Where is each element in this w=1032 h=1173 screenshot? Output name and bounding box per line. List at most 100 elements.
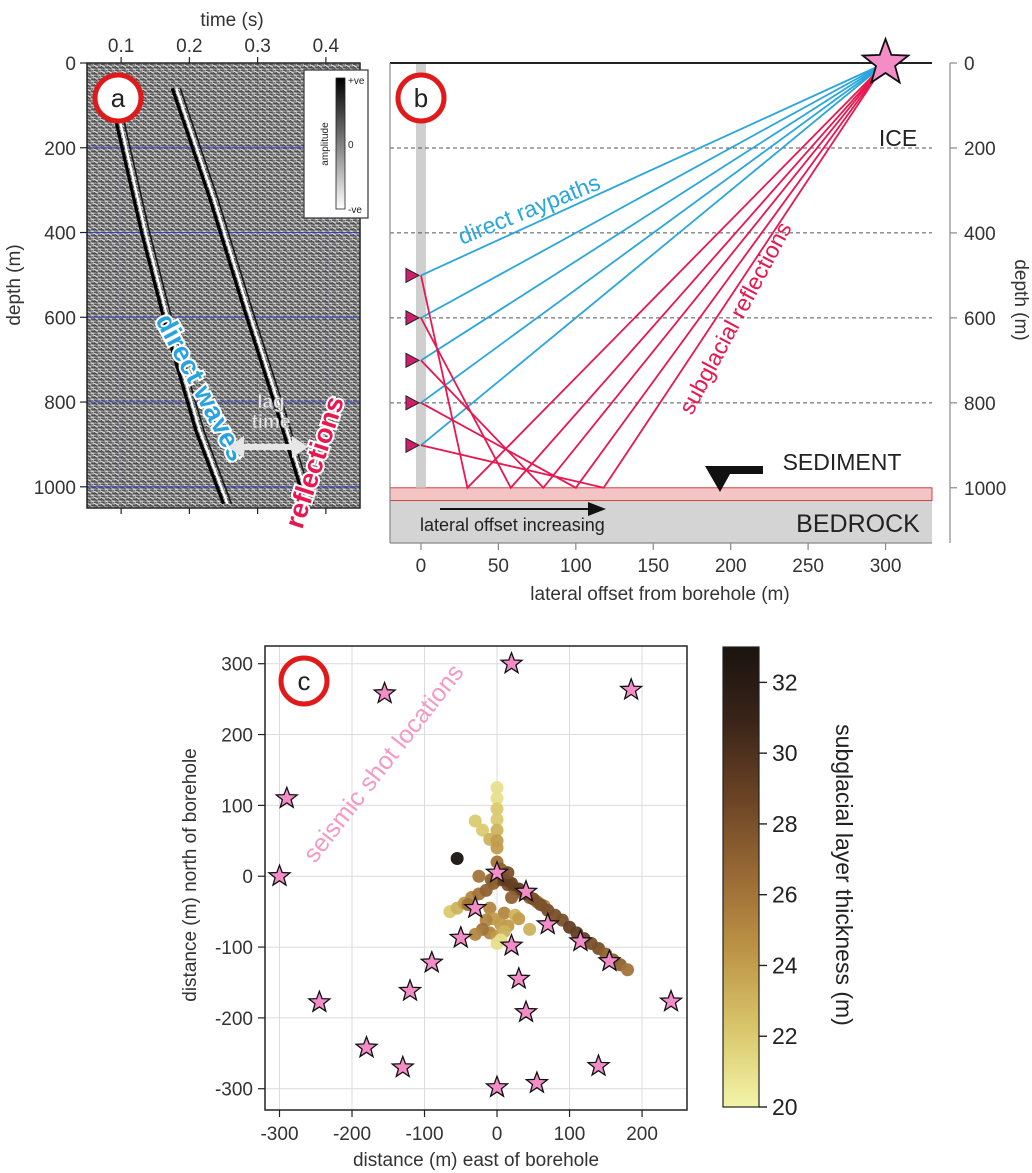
svg-text:lag: lag: [257, 392, 284, 413]
x-tick-label: 250: [792, 556, 824, 577]
y-tick-label: 1000: [34, 478, 76, 499]
direct-wave-arrival-trail: [121, 113, 233, 505]
thickness-point: [621, 963, 635, 977]
shot-star-icon: [499, 650, 524, 675]
thickness-point: [490, 802, 504, 816]
reflected-raypath: [420, 62, 887, 489]
panel-a-xlabel: time (s): [200, 10, 263, 31]
x-tick-label: 100: [554, 1124, 586, 1145]
bedrock-label: BEDROCK: [796, 510, 920, 538]
reflected-raypath: [420, 62, 887, 490]
x-tick-label: 0.2: [176, 36, 202, 57]
thickness-point: [468, 814, 482, 828]
receiver-icon: [405, 394, 421, 411]
y-tick-label: 200: [964, 139, 996, 160]
shot-star-icon: [390, 1054, 415, 1078]
x-tick-label: 100: [560, 556, 592, 577]
shot-star-icon: [524, 1070, 550, 1094]
shot-star-icon: [535, 911, 560, 935]
depth-gridlines: [390, 147, 932, 404]
y-tick-label: 100: [221, 796, 253, 817]
x-tick-label: 0.1: [108, 36, 134, 57]
x-tick-label: 0.3: [244, 36, 270, 57]
offset-increasing-label: lateral offset increasing: [420, 515, 605, 535]
y-tick-label: 200: [221, 726, 253, 747]
colorbar-tick-label: 28: [772, 811, 798, 837]
colorbar-tick-label: 32: [772, 669, 798, 695]
y-tick-label: 800: [964, 394, 996, 415]
shot-star-icon: [307, 989, 332, 1013]
panel-c-ylabel: distance (m) north of borehole: [180, 748, 201, 1001]
panel-c-label: c: [278, 655, 330, 707]
thickness-point: [490, 834, 504, 848]
shot-star-icon: [586, 1053, 611, 1077]
reflected-raypath: [420, 62, 887, 489]
receiver-icon: [405, 267, 421, 284]
direct-raypath: [420, 62, 887, 446]
x-tick-label: 0.4: [313, 36, 340, 57]
shot-star-icon: [274, 785, 299, 809]
panel-b-xlabel: lateral offset from borehole (m): [530, 584, 789, 605]
shot-star-icon: [597, 948, 622, 972]
ice-label: ICE: [879, 125, 917, 151]
y-tick-label: 600: [964, 309, 996, 330]
x-tick-label: 200: [626, 1124, 658, 1145]
bedrock-layer: [390, 500, 932, 543]
panel-b-axes: 0 200 400 600 800 1000 0 50 100 150 200 250 300: [389, 54, 1006, 577]
y-tick-label: -200: [215, 1009, 253, 1030]
x-tick-label: 0: [492, 1124, 503, 1145]
source-star: [860, 36, 911, 85]
raypaths: [420, 62, 887, 490]
panel-a-ylabel: depth (m): [4, 244, 25, 325]
thickness-colorbar: 20 22 24 26 28 30 32 subglacial layer thicknes…: [722, 646, 857, 1120]
y-tick-label: 800: [44, 393, 76, 414]
thickness-point: [476, 823, 490, 837]
sediment-pointer-icon: [705, 466, 763, 492]
colorbar-tick-label: 30: [772, 740, 798, 766]
panel-b-label: b: [395, 72, 447, 124]
shot-star-icon: [499, 932, 524, 957]
panel-c: -300 -200 -100 0 100 200 -300 -200 -100 0 100 200 30…: [180, 645, 857, 1171]
colorbar-tick-label: 26: [772, 882, 798, 908]
y-tick-label: 200: [44, 139, 76, 160]
panel-a-ticks: 0 200 400 600 800 1000 0.1 0.2 0.3 0.4: [34, 36, 340, 514]
y-tick-label: 0: [242, 867, 253, 888]
thickness-point: [497, 906, 511, 920]
panel-c-ticks: -300 -200 -100 0 100 200 -300 -200 -100 0 100 200 30…: [215, 655, 658, 1145]
amplitude-min-label: -ve: [348, 205, 362, 216]
thickness-point: [512, 912, 526, 926]
shot-star-icon: [372, 680, 397, 704]
y-tick-label: 400: [964, 224, 996, 245]
y-tick-label: 0: [65, 54, 76, 75]
amplitude-mid-label: 0: [348, 140, 354, 151]
panel-a-label: a: [92, 72, 144, 124]
thickness-point: [490, 823, 504, 837]
svg-text:b: b: [414, 83, 428, 113]
y-tick-label: 300: [221, 655, 253, 676]
x-tick-label: 50: [488, 556, 509, 577]
direct-raypath: [420, 62, 887, 404]
thickness-point: [490, 781, 504, 795]
x-tick-label: -200: [333, 1124, 371, 1145]
y-tick-label: 600: [44, 308, 76, 329]
shot-star-icon: [513, 999, 539, 1023]
y-tick-label: -100: [215, 938, 253, 959]
lag-time-annotation: lag time: [228, 392, 308, 458]
x-tick-label: 0: [416, 556, 427, 577]
shot-star-icon: [658, 988, 684, 1013]
x-tick-label: 150: [637, 556, 669, 577]
sediment-layer: [390, 487, 933, 502]
shot-star-icon: [513, 878, 539, 903]
source-star-icon: [860, 36, 911, 85]
panel-c-xlabel: distance (m) east of borehole: [353, 1150, 599, 1171]
y-tick-label: 400: [44, 224, 76, 245]
y-tick-label: -300: [215, 1080, 253, 1101]
colorbar-tick-label: 20: [772, 1094, 798, 1120]
svg-text:c: c: [298, 666, 311, 696]
direct-raypath: [420, 62, 887, 362]
colorbar-tick-label: 22: [772, 1023, 798, 1049]
shot-star-icon: [568, 928, 593, 952]
thickness-point: [523, 922, 537, 936]
shot-star-icon: [484, 1074, 510, 1098]
